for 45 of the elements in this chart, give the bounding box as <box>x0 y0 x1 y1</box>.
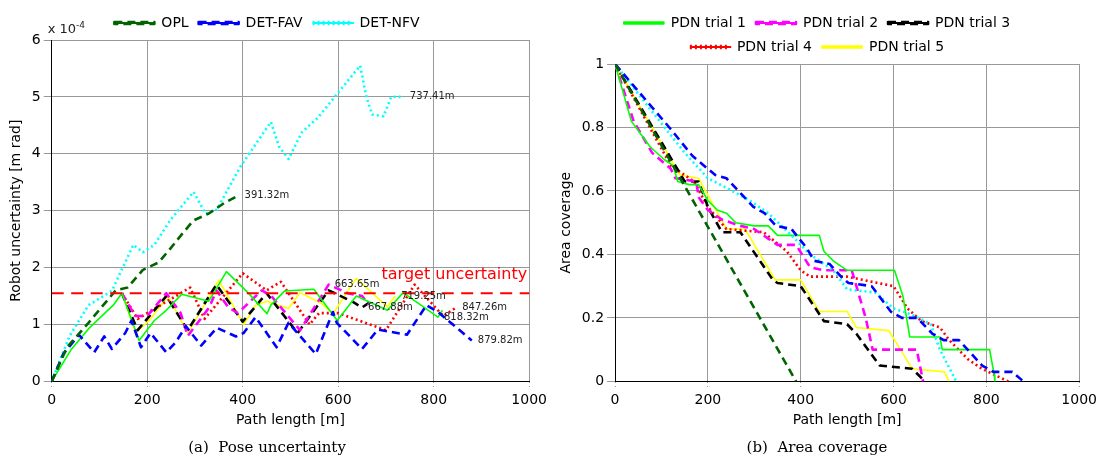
y-axis-title: Robot uncertainty [m rad] <box>7 119 24 302</box>
y-tick-label: 3 <box>31 201 41 218</box>
x-tick-label: 1000 <box>1061 391 1098 408</box>
y-tick-label: 1 <box>595 54 605 71</box>
legend-label: PDN trial 2 <box>802 13 879 30</box>
y-tick-label: 6 <box>31 30 41 47</box>
x-axis-title: Path length [m] <box>236 411 345 428</box>
x-tick-label: 800 <box>420 391 448 408</box>
y-tick-label: 0.6 <box>581 181 605 198</box>
x-tick-label: 200 <box>694 391 722 408</box>
legend-label: OPL <box>161 13 189 30</box>
x-tick-label: 600 <box>324 391 352 408</box>
x-tick-label: 1000 <box>511 391 548 408</box>
annotation: 737.41m <box>409 90 455 102</box>
y-tick-label: 0.8 <box>581 118 605 135</box>
y-tick-label: 5 <box>31 87 41 104</box>
x-tick-label: 400 <box>787 391 815 408</box>
legend-label: DET-FAV <box>245 13 304 30</box>
y-tick-label: 0.4 <box>581 245 605 262</box>
legend-label: DET-NFV <box>359 13 421 30</box>
y-tick-label: 1 <box>31 315 41 332</box>
legend-label: PDN trial 5 <box>869 37 945 54</box>
x-tick-label: 400 <box>229 391 257 408</box>
x-tick-label: 600 <box>880 391 907 408</box>
y-tick-label: 0.2 <box>581 308 605 325</box>
text: (a) Pose uncertainty <box>188 437 347 456</box>
x-axis-title: Path length [m] <box>792 411 902 428</box>
y-axis-title: Area coverage <box>557 171 574 274</box>
annotation: 818.32m <box>443 310 489 322</box>
annotation: 879.82m <box>477 334 523 346</box>
y-tick-label: 0 <box>31 372 41 389</box>
legend-label: PDN trial 3 <box>935 13 1011 30</box>
annotation: 847.26m <box>462 301 507 313</box>
x-tick-label: 0 <box>610 391 620 408</box>
annotation: 391.32m <box>244 188 290 200</box>
x-tick-label: 800 <box>972 391 1000 408</box>
ref-line-label: target uncertainty <box>381 264 528 284</box>
y-tick-label: 0 <box>595 372 605 389</box>
y-tick-label: 4 <box>31 144 41 161</box>
legend-label: PDN trial 1 <box>670 13 746 30</box>
x-tick-label: 200 <box>133 391 161 408</box>
legend-label: PDN trial 4 <box>736 37 813 54</box>
text: (b) Area coverage <box>746 437 888 456</box>
x-tick-label: 0 <box>47 391 57 408</box>
y-tick-label: 2 <box>31 258 41 275</box>
